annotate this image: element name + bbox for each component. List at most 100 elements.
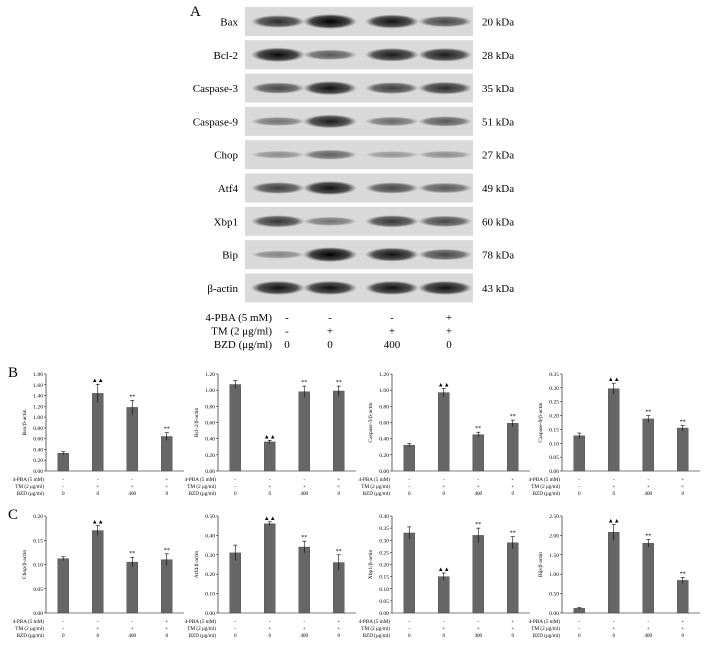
y-tick-label: 0.50	[549, 592, 559, 598]
bar	[161, 436, 173, 472]
y-tick-label: 0.40	[33, 447, 43, 453]
chart-treatment-value: -	[131, 619, 133, 625]
chart-treatment-label: BZD (μg/ml)	[17, 490, 45, 497]
significance-mark: ▲▲	[608, 519, 620, 525]
chart-treatment-value: -	[578, 484, 580, 490]
panel-letter-b: B	[8, 365, 18, 381]
panel-letter-a: A	[190, 4, 201, 20]
chart-treatment-value: -	[647, 477, 649, 483]
treatment-value: -	[285, 326, 289, 338]
blot-band	[303, 180, 357, 196]
chart-treatment-value: +	[477, 484, 480, 490]
bar	[333, 390, 345, 472]
y-tick-label: 0.20	[205, 572, 215, 578]
y-tick-label: 1.00	[379, 388, 389, 394]
treatment-value: 400	[384, 339, 401, 351]
bar	[677, 580, 689, 614]
chart-treatment-value: +	[303, 626, 306, 632]
chart-treatment-value: 400	[300, 633, 308, 639]
chart-treatment-label: BZD (μg/ml)	[189, 490, 217, 497]
significance-mark: ▲▲	[264, 434, 276, 440]
western-blot: Bax 20 kDa Bcl-2 28 kDa Caspase-3 35 kDa Caspa…	[193, 7, 514, 303]
bar-chart: 0.00 0.05 0.10 0.15 0.20 0.25 0.30 0.35 Caspase-…	[529, 372, 700, 497]
chart-treatment-value: -	[613, 477, 615, 483]
blot-band	[303, 14, 357, 29]
chart-treatment-value: 400	[644, 491, 652, 497]
chart-treatment-value: +	[165, 626, 168, 632]
significance-mark: ▲▲	[92, 378, 104, 384]
blot-band	[418, 182, 472, 194]
y-axis-label: Xbp1/β-actin	[368, 550, 374, 580]
bar	[642, 542, 654, 614]
bar-chart: 0.00 0.10 0.20 0.30 0.40 0.50 Atf4/β-actin ▲▲ **…	[185, 514, 356, 639]
chart-treatment-value: +	[337, 619, 340, 625]
blot-band	[251, 47, 305, 63]
chart-treatment-value: +	[681, 484, 684, 490]
y-tick-label: 1.40	[33, 394, 43, 400]
chart-treatment-value: +	[96, 626, 99, 632]
y-tick-label: 0.40	[379, 437, 389, 443]
y-axis-label: Bax/β-actin	[22, 409, 28, 435]
blot-band	[251, 116, 305, 126]
bar	[126, 407, 138, 472]
bar	[229, 384, 241, 472]
blot-band	[251, 250, 305, 259]
chart-treatment-label: BZD (μg/ml)	[17, 632, 45, 639]
chart-treatment-value: +	[337, 477, 340, 483]
blot-band	[251, 15, 305, 28]
kda-label: 78 kDa	[482, 250, 514, 262]
treatment-value: 0	[446, 339, 452, 351]
bar-chart: 0.00 0.20 0.40 0.60 0.80 1.00 1.20 Bcl-2/β-acti…	[185, 372, 356, 497]
kda-label: 28 kDa	[482, 50, 514, 62]
chart-treatment-value: +	[681, 619, 684, 625]
blot-band	[418, 215, 472, 227]
bar	[57, 558, 69, 614]
blot-band	[418, 15, 472, 28]
protein-label: Xbp1	[214, 216, 238, 228]
y-axis-label: Caspase-9/β-actin	[538, 402, 544, 442]
chart-treatment-value: 0	[337, 491, 340, 497]
chart-treatment-value: -	[234, 477, 236, 483]
chart-treatment-value: +	[96, 484, 99, 490]
significance-mark: ▲▲	[608, 377, 620, 383]
bar-charts: 0.00 0.20 0.40 0.60 0.80 1.00 1.20 1.40 1.60 1.80…	[13, 372, 700, 639]
protein-label: Caspase-9	[193, 116, 239, 128]
chart-treatment-value: 0	[234, 491, 237, 497]
blot-band	[303, 114, 357, 129]
significance-mark: **	[645, 410, 651, 416]
y-axis-label: Chop/β-actin	[22, 550, 28, 579]
chart-treatment-label: 4-PBA (5 mM)	[13, 618, 45, 625]
y-tick-label: 0.20	[205, 453, 215, 459]
y-tick-label: 0.00	[33, 469, 43, 475]
y-tick-label: 1.20	[379, 372, 389, 378]
y-tick-label: 0.30	[549, 386, 559, 392]
chart-treatment-value: +	[647, 626, 650, 632]
y-tick-label: 0.35	[379, 526, 389, 532]
y-tick-label: 0.15	[33, 538, 43, 544]
bar	[472, 535, 484, 614]
kda-label: 27 kDa	[482, 150, 514, 162]
blot-band	[418, 248, 472, 261]
treatment-value: 0	[284, 339, 290, 351]
chart-treatment-value: 0	[337, 633, 340, 639]
chart-treatment-value: +	[442, 626, 445, 632]
chart-treatment-value: -	[97, 477, 99, 483]
blot-band	[303, 247, 357, 263]
chart-treatment-value: 0	[442, 491, 445, 497]
chart-treatment-value: 400	[300, 491, 308, 497]
chart-treatment-value: +	[268, 626, 271, 632]
chart-treatment-label: TM (2 μg/ml)	[15, 483, 44, 490]
treatment-value: 0	[327, 339, 333, 351]
bar-chart: 0.00 0.20 0.40 0.60 0.80 1.00 1.20 Caspase-3/β-…	[359, 372, 530, 497]
chart-treatment-value: -	[578, 626, 580, 632]
y-axis-label: Bcl-2/β-actin	[194, 408, 200, 438]
y-tick-label: 1.20	[205, 372, 215, 378]
blot-band	[418, 116, 472, 127]
chart-treatment-value: 0	[165, 491, 168, 497]
blot-band	[251, 280, 305, 295]
chart-treatment-value: +	[303, 484, 306, 490]
chart-treatment-label: 4-PBA (5 mM)	[185, 618, 217, 625]
chart-treatment-label: BZD (μg/ml)	[533, 632, 561, 639]
y-tick-label: 1.00	[549, 572, 559, 578]
chart-treatment-value: +	[165, 484, 168, 490]
